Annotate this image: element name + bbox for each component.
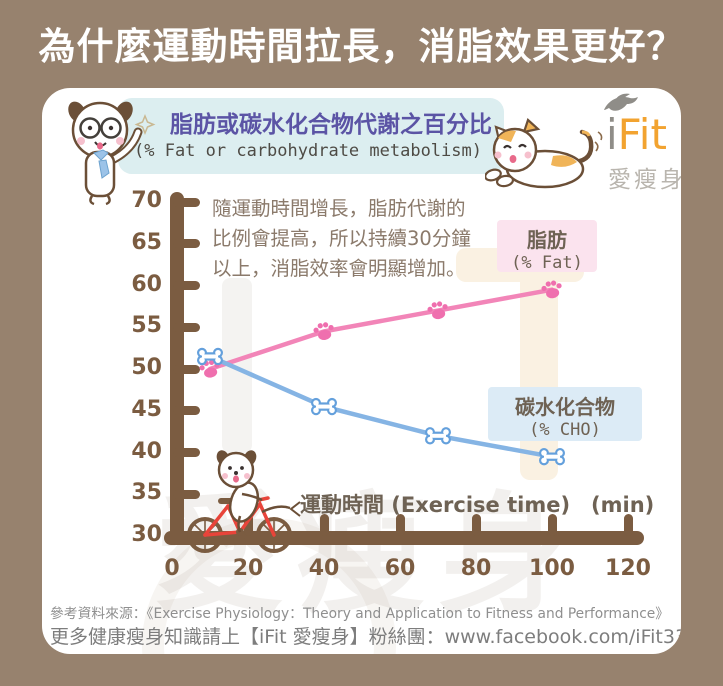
annotation-line: 隨運動時間增長，脂肪代謝的	[212, 197, 466, 220]
motion-lines-icon	[594, 131, 603, 152]
x-tick-mark	[471, 514, 481, 536]
speed-lines-icon	[289, 501, 301, 517]
y-tick-mark	[173, 364, 200, 374]
bone-marker-icon	[311, 397, 337, 416]
paw-marker-icon	[199, 359, 220, 378]
paw-marker-icon	[427, 301, 448, 320]
y-tick-label: 30	[131, 522, 162, 547]
y-tick-label: 50	[131, 355, 162, 380]
watermark-text: 愛瘦身	[154, 479, 581, 631]
x-tick-label: 120	[605, 556, 651, 581]
y-tick-mark	[173, 322, 200, 332]
x-tick-label: 0	[164, 556, 180, 581]
dog-on-bicycle-illustration	[187, 450, 301, 553]
y-tick-mark	[173, 239, 200, 249]
paw-marker-icon	[313, 322, 334, 341]
dog-mascot-illustration	[68, 101, 156, 206]
y-tick-label: 65	[131, 229, 162, 255]
y-tick-label: 45	[131, 396, 162, 422]
watermark-bar	[222, 278, 252, 453]
reference-source-text: 參考資料來源：《Exercise Physiology：Theory and A…	[50, 606, 670, 622]
y-tick-label: 70	[131, 188, 162, 213]
bone-marker-icon	[425, 427, 451, 445]
y-tick-label: 60	[131, 271, 162, 297]
sparkle-icon	[134, 114, 156, 135]
cat-mascot-illustration	[485, 118, 603, 189]
chart-title-box: 脂肪或碳水化合物代謝之百分比 (% Fat or carbohydrate me…	[118, 98, 504, 174]
legend-cho: 碳水化合物 (% CHO)	[488, 387, 642, 441]
brand-wordmark: iFit	[606, 110, 667, 159]
x-tick-label: 60	[384, 556, 416, 581]
x-axis-title: 運動時間 (Exercise time) (min)	[300, 493, 655, 517]
brand-i: i	[606, 110, 618, 159]
x-tick-label: 100	[529, 556, 575, 581]
y-tick-label: 55	[131, 313, 162, 339]
legend-fat-label-en: (% Fat)	[511, 253, 583, 273]
brand-subtitle: 愛瘦身	[608, 167, 681, 193]
x-tick-mark	[547, 514, 557, 536]
brand-fit: Fit	[617, 110, 667, 159]
y-tick-mark	[173, 489, 200, 499]
chart-annotation: 隨運動時間增長，脂肪代謝的 比例會提高，所以持續30分鐘 以上，消脂效率會明顯增…	[212, 194, 542, 284]
x-tick-label: 40	[308, 556, 340, 581]
paw-series-line	[207, 287, 555, 372]
legend-fat: 脂肪 (% Fat)	[497, 220, 597, 273]
bicycle-wheel-icon	[256, 517, 292, 553]
x-tick-mark	[243, 514, 253, 536]
page-title: 為什麼運動時間拉長，消脂效果更好？	[38, 25, 685, 68]
y-tick-mark	[173, 448, 200, 457]
annotation-line: 以上，消脂效率會明顯增加。	[212, 257, 466, 280]
y-tick-label: 35	[131, 480, 162, 506]
x-tick-mark	[623, 514, 633, 536]
y-tick-mark	[173, 281, 200, 290]
legend-cho-label-zh: 碳水化合物	[515, 395, 615, 419]
bird-logo-icon	[604, 93, 638, 111]
x-tick-mark	[395, 514, 405, 536]
y-tick-label: 40	[131, 438, 162, 464]
x-tick-label: 20	[232, 556, 264, 581]
chart-card: 愛瘦身 脂肪或碳水化合物代謝之百分比 (% Fat or carbohydrat…	[42, 88, 681, 654]
x-tick-mark	[319, 514, 329, 536]
fan-page-promo-text: 更多健康瘦身知識請上【iFit 愛瘦身】粉絲團：www.facebook.com…	[50, 626, 681, 648]
y-tick-mark	[173, 197, 200, 207]
chart-title-zh: 脂肪或碳水化合物代謝之百分比	[170, 112, 492, 138]
chart-title-en: (% Fat or carbohydrate metabolism)	[134, 141, 482, 161]
legend-fat-label-zh: 脂肪	[527, 228, 567, 252]
y-tick-mark	[173, 406, 200, 416]
ifit-logo: iFit 愛瘦身	[598, 88, 681, 193]
annotation-line: 比例會提高，所以持續30分鐘	[212, 227, 471, 250]
x-tick-label: 80	[460, 556, 492, 581]
bone-marker-icon	[197, 347, 223, 366]
legend-cho-label-en: (% CHO)	[529, 420, 601, 440]
x-axis	[164, 531, 644, 545]
